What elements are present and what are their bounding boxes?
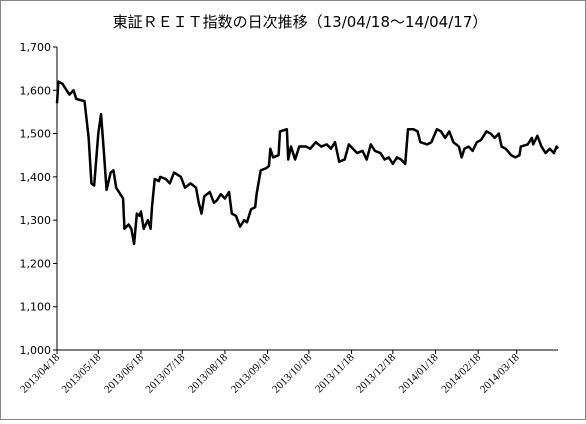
y-tick-label: 1,400 bbox=[20, 171, 52, 184]
y-tick-label: 1,300 bbox=[20, 214, 52, 227]
data-line bbox=[55, 80, 560, 246]
y-tick-label: 1,600 bbox=[20, 84, 52, 97]
y-tick-label: 1,700 bbox=[20, 41, 52, 54]
y-tick-label: 1,200 bbox=[20, 257, 52, 270]
y-tick-label: 1,000 bbox=[20, 344, 52, 357]
chart-title: 東証ＲＥＩＴ指数の日次推移（13/04/18～14/04/17） bbox=[113, 13, 488, 31]
y-tick-label: 1,500 bbox=[20, 128, 52, 141]
y-tick-label: 1,100 bbox=[20, 301, 52, 314]
